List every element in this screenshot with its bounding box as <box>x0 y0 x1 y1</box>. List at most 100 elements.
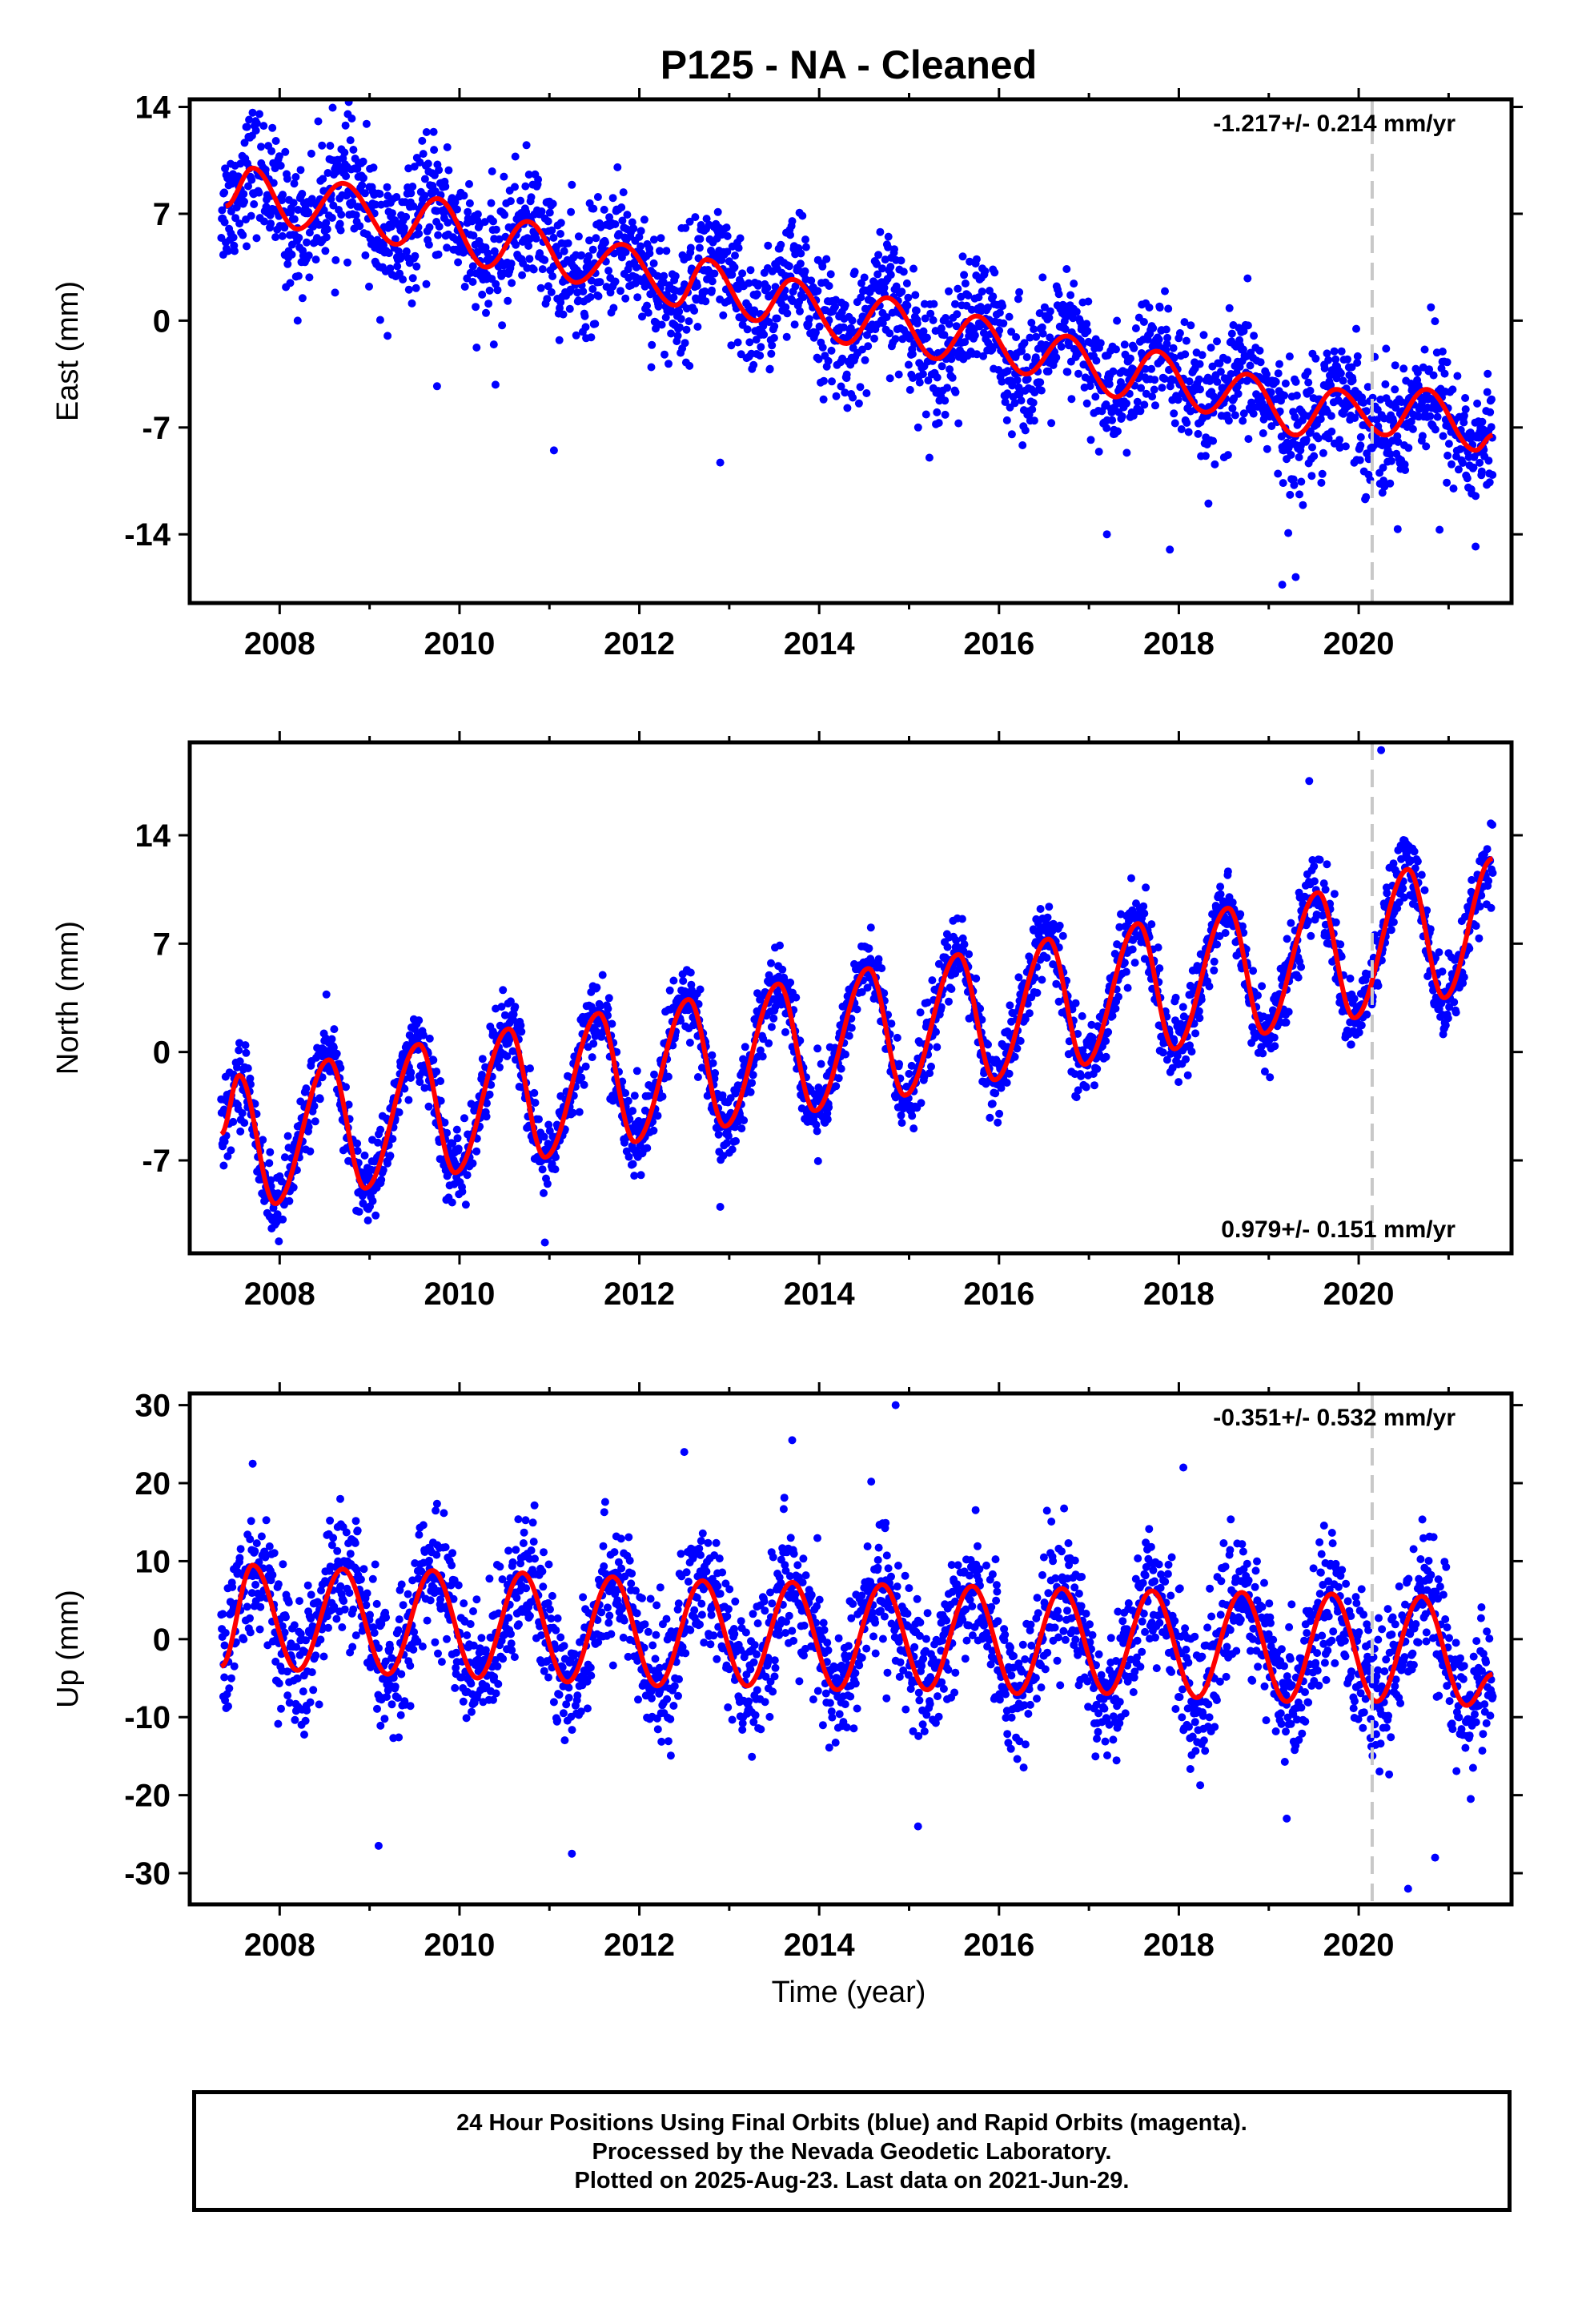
data-point <box>860 273 869 282</box>
data-point <box>608 194 617 203</box>
data-point <box>1195 375 1203 384</box>
data-point <box>363 1216 372 1224</box>
data-point <box>1393 525 1402 533</box>
data-point <box>243 123 251 131</box>
data-point <box>753 290 761 299</box>
data-point <box>1223 451 1232 460</box>
data-point <box>624 1152 633 1161</box>
data-point <box>1113 316 1122 325</box>
data-point <box>1046 307 1054 316</box>
data-point <box>588 245 597 254</box>
data-point <box>1070 279 1078 288</box>
data-point <box>798 211 807 220</box>
data-point <box>691 213 700 222</box>
data-point <box>577 1073 586 1082</box>
data-point <box>1404 444 1413 452</box>
data-point <box>825 1103 833 1112</box>
data-point <box>848 316 857 325</box>
data-point <box>331 288 339 297</box>
data-point <box>754 279 763 288</box>
data-point <box>984 1040 992 1049</box>
data-point <box>507 259 516 268</box>
data-point <box>504 296 512 305</box>
data-point <box>638 312 646 321</box>
data-point <box>294 206 303 214</box>
data-point <box>890 245 898 254</box>
data-point <box>740 1116 749 1124</box>
data-point <box>789 297 797 306</box>
data-point <box>522 141 531 150</box>
data-point <box>1284 529 1293 537</box>
data-point <box>960 940 969 949</box>
data-point <box>909 1124 918 1133</box>
data-point <box>1043 913 1052 922</box>
data-point <box>1112 345 1120 354</box>
data-point <box>314 117 323 126</box>
data-point <box>420 191 429 200</box>
data-point <box>1122 967 1130 976</box>
data-point <box>448 1198 456 1207</box>
data-point <box>402 247 411 255</box>
data-point <box>866 923 875 932</box>
data-point <box>961 338 970 347</box>
data-point <box>581 323 590 332</box>
data-point <box>927 1062 935 1071</box>
data-point <box>548 272 557 280</box>
data-point <box>392 193 401 201</box>
data-point <box>1175 329 1184 337</box>
data-point <box>760 330 769 339</box>
data-point <box>722 223 731 232</box>
data-point <box>1002 416 1011 424</box>
data-point <box>813 1127 821 1136</box>
data-point <box>1114 427 1122 436</box>
data-point <box>1483 388 1492 396</box>
x-tick-label: 2012 <box>604 626 675 661</box>
data-point <box>296 166 305 175</box>
data-point <box>653 1112 662 1120</box>
data-point <box>559 310 568 319</box>
data-point <box>796 259 805 268</box>
data-point <box>1255 346 1264 355</box>
data-point <box>767 349 776 358</box>
data-point <box>330 1025 339 1034</box>
data-point <box>1284 1007 1293 1016</box>
data-point <box>434 231 443 239</box>
data-point <box>1128 945 1137 954</box>
data-point <box>420 175 429 183</box>
data-point <box>384 249 393 258</box>
data-point <box>472 303 480 312</box>
data-point <box>714 1130 723 1139</box>
data-point <box>767 959 775 967</box>
data-point <box>468 278 477 286</box>
data-point <box>1438 348 1447 356</box>
data-point <box>919 327 928 336</box>
data-point <box>305 273 314 282</box>
data-point <box>218 206 227 215</box>
data-point <box>496 1063 504 1072</box>
data-point <box>858 345 866 354</box>
data-point <box>995 1109 1004 1118</box>
data-point <box>1118 412 1126 420</box>
data-point <box>688 264 696 273</box>
data-point <box>894 370 903 379</box>
data-point <box>745 338 754 347</box>
data-point <box>1280 391 1289 400</box>
data-point <box>842 370 851 379</box>
data-point <box>548 226 556 235</box>
data-point <box>485 286 494 295</box>
data-point <box>269 179 278 187</box>
data-point <box>227 1146 235 1155</box>
data-point <box>767 1023 776 1031</box>
data-point <box>1256 358 1265 367</box>
data-point <box>730 263 739 271</box>
data-point <box>260 217 268 226</box>
data-point <box>1183 1071 1192 1080</box>
data-point <box>511 183 519 191</box>
data-point <box>990 268 999 277</box>
data-point <box>1105 380 1114 388</box>
x-tick-label: 2008 <box>244 626 315 661</box>
data-point <box>1246 361 1255 370</box>
data-point <box>695 243 704 252</box>
data-point <box>656 247 664 255</box>
data-point <box>801 243 810 251</box>
